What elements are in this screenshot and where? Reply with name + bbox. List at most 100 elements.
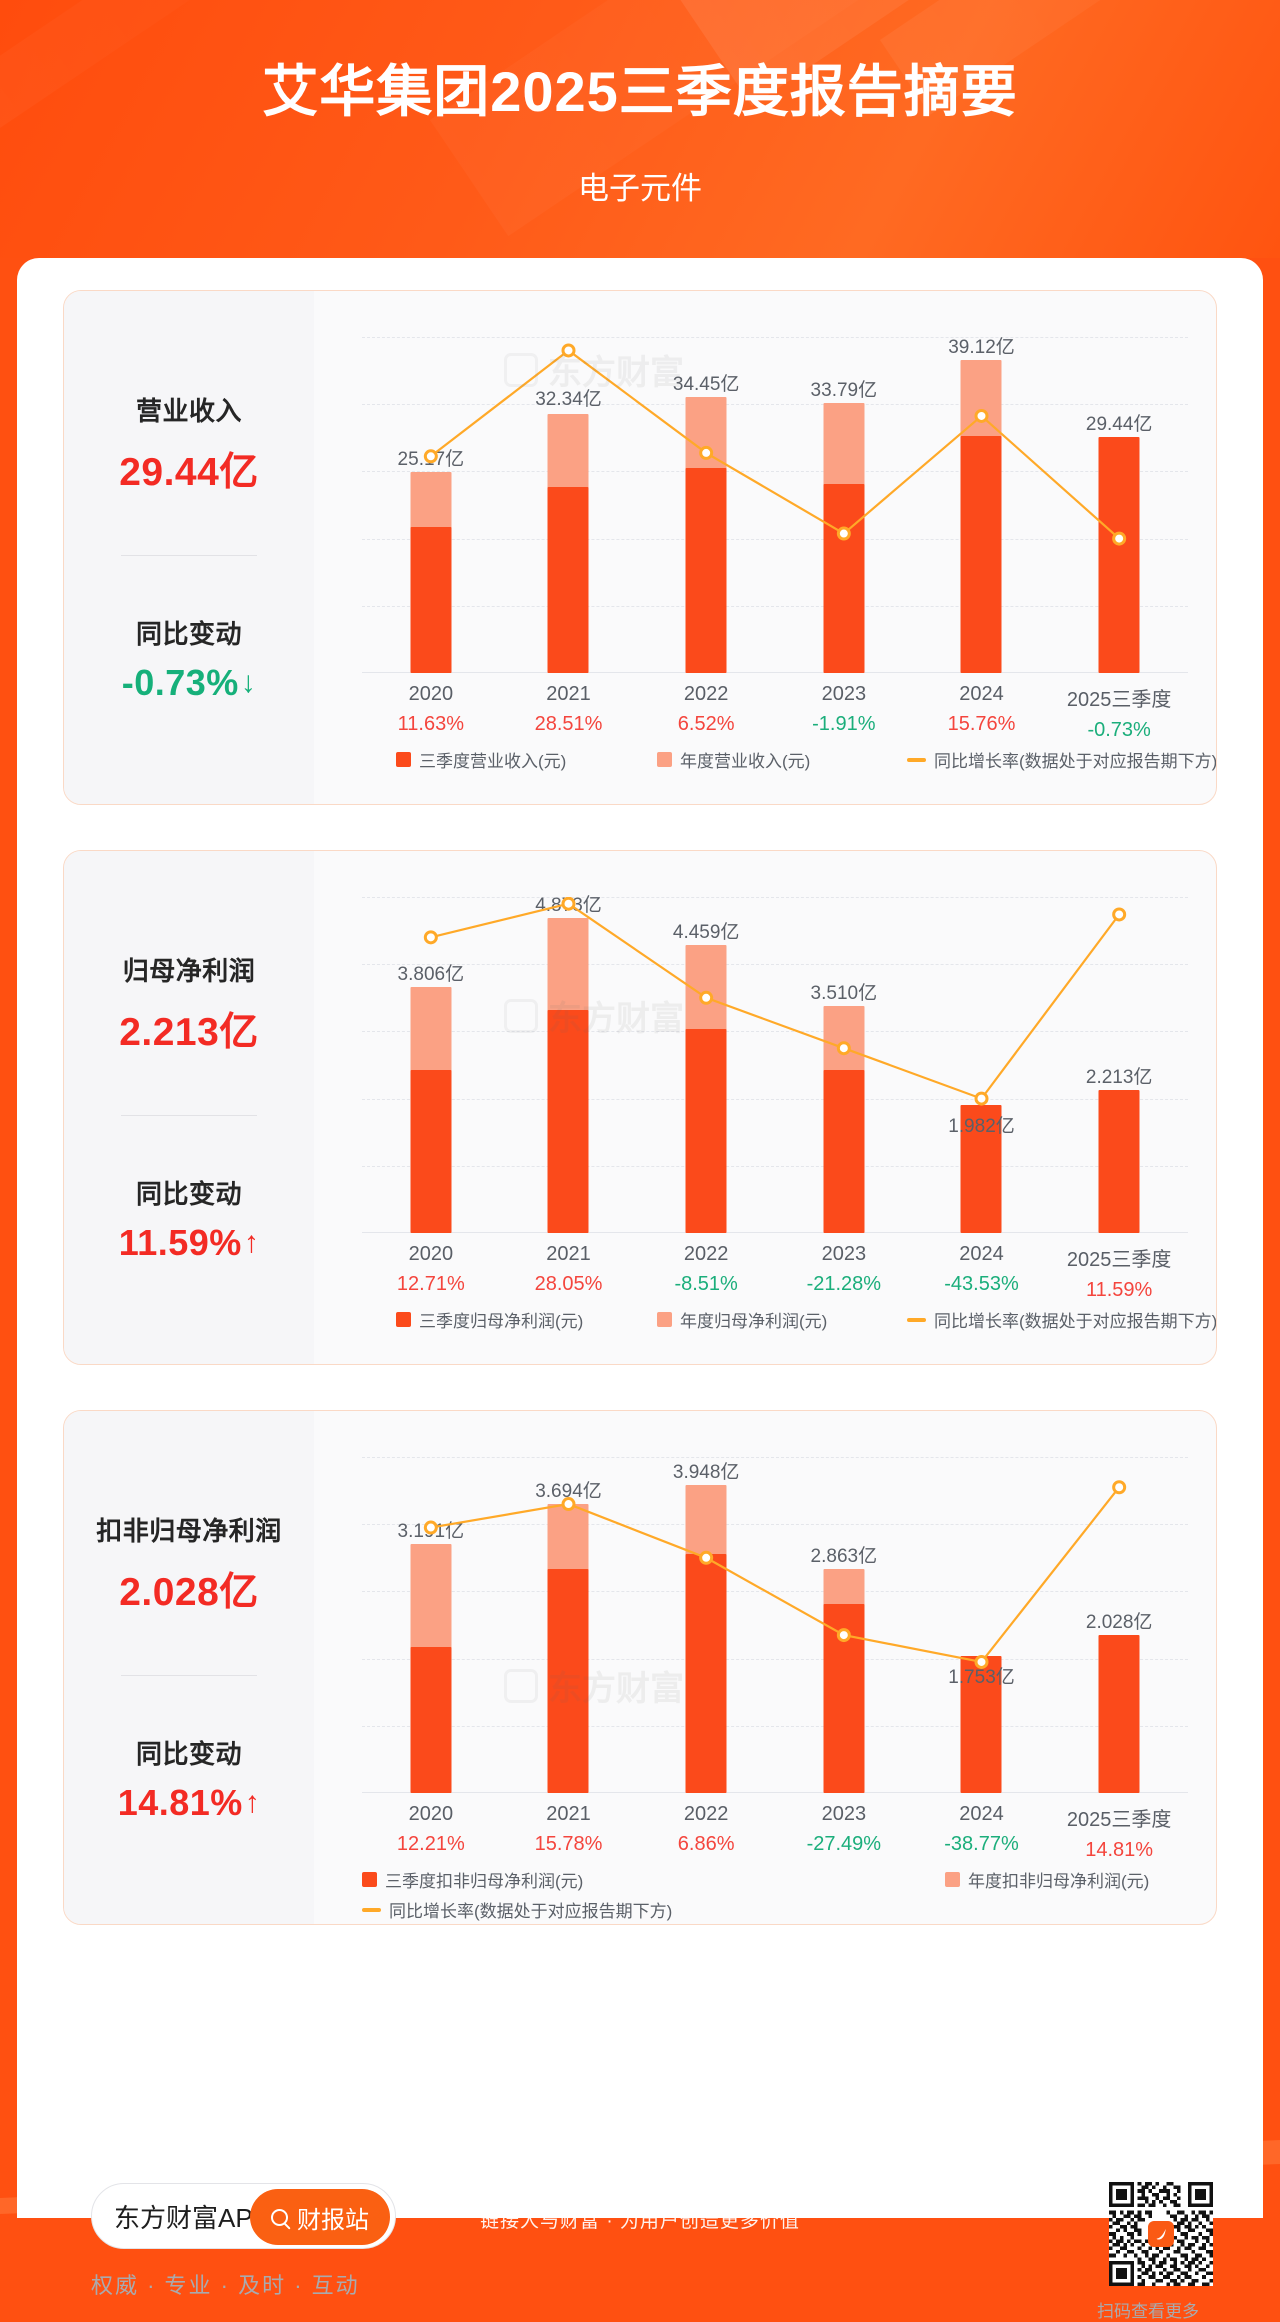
x-axis-tick: 2024 -43.53% [944, 1243, 1019, 1296]
legend-item-annual[interactable]: 年度扣非归母净利润(元) [945, 1867, 1149, 1892]
x-axis-growth-label: -43.53% [944, 1273, 1019, 1295]
x-axis-tick: 2024 -38.77% [944, 1803, 1019, 1856]
bar-slot: 3.948亿 [637, 1457, 775, 1793]
x-axis-tick: 2022 6.86% [678, 1803, 735, 1856]
gridline [362, 1457, 1188, 1458]
x-axis-tick: 2020 12.71% [397, 1243, 465, 1296]
gridline [362, 1591, 1188, 1593]
page-header: 艾华集团2025三季度报告摘要 电子元件 [0, 0, 1280, 258]
x-axis-growth-label: 15.76% [947, 713, 1016, 735]
legend-label-quarterly: 三季度扣非归母净利润(元) [385, 1872, 584, 1891]
qr-caption: 扫码查看更多 [1097, 2302, 1199, 2321]
bar-quarterly [547, 1569, 589, 1793]
bar-quarterly [1098, 437, 1140, 673]
growth-rate-line [430, 349, 1120, 540]
legend-item-annual[interactable]: 年度归母净利润(元) [657, 1307, 827, 1332]
metric-name-label: 归母净利润 [122, 956, 256, 986]
bar-value-label: 3.694亿 [535, 1481, 602, 1503]
legend-item-quarterly[interactable]: 三季度归母净利润(元) [396, 1307, 583, 1332]
bar-quarterly [685, 1028, 727, 1233]
x-axis: 2020 12.21% 2021 15.78% 2022 6.86% 2023 -27.49%… [362, 1803, 1188, 1867]
bar-quarterly [960, 1656, 1002, 1793]
bar-quarterly [410, 1070, 452, 1233]
bar-quarterly [823, 1070, 865, 1233]
bar-slot: 3.191亿 [362, 1457, 500, 1793]
legend-swatch-quarterly-icon [396, 1312, 411, 1327]
summary-divider [121, 1675, 257, 1676]
line-data-point [699, 445, 714, 460]
metric-summary: 归母净利润 2.213亿 同比变动 11.59% ↑ [64, 851, 314, 1364]
legend-label-growth: 同比增长率(数据处于对应报告期下方) [934, 752, 1217, 771]
line-data-point [1112, 531, 1127, 546]
bar-slot: 32.34亿 [500, 337, 638, 673]
legend-item-quarterly[interactable]: 三季度营业收入(元) [396, 747, 566, 772]
bar-slot: 4.873亿 [500, 895, 638, 1233]
bar-slot: 3.806亿 [362, 897, 500, 1233]
metric-name-label: 营业收入 [135, 396, 242, 426]
legend-label-growth: 同比增长率(数据处于对应报告期下方) [389, 1902, 673, 1921]
chart-legend: 三季度扣非归母净利润(元) 年度扣非归母净利润(元) 同比增长率(数据处于对应报告期… [362, 1867, 1202, 1924]
bar-value-label: 3.806亿 [397, 964, 465, 986]
x-axis-growth-label: -8.51% [674, 1273, 738, 1295]
x-axis-tick: 2023 -21.28% [807, 1243, 882, 1296]
bar-quarterly [547, 486, 589, 673]
change-arrow-icon: ↓ [240, 666, 257, 699]
x-axis-year-label: 2024 [959, 1243, 1004, 1265]
legend-item-quarterly[interactable]: 三季度扣非归母净利润(元) [362, 1867, 583, 1892]
chart-area: 东方财富3.806亿4.873亿4.459亿3.510亿1.982亿2.213亿… [314, 851, 1216, 1364]
x-axis-year-label: 2021 [546, 1243, 591, 1265]
growth-rate-line [430, 902, 1121, 1100]
x-axis-year-label: 2024 [959, 1803, 1004, 1825]
bar-quarterly [1098, 1090, 1140, 1233]
page-subtitle: 电子元件 [578, 171, 702, 206]
x-axis-year-label: 2023 [821, 1243, 867, 1265]
legend-item-annual[interactable]: 年度营业收入(元) [657, 747, 810, 772]
report-body-card: 营业收入29.44亿同比变动-0.73%↓东方财富25.17亿32.34亿34.… [17, 258, 1263, 2321]
bar-value-label: 3.948亿 [672, 1461, 740, 1483]
x-axis-growth-label: 12.71% [396, 1273, 465, 1295]
bar-value-label: 39.12亿 [948, 337, 1015, 359]
x-axis-year-label: 2024 [959, 683, 1004, 705]
bar-slot: 3.510亿 [775, 897, 913, 1233]
x-axis-tick: 2023 -1.91% [812, 683, 875, 736]
x-axis-tick: 2020 11.63% [398, 683, 464, 736]
page-title: 艾华集团2025三季度报告摘要 [262, 60, 1018, 123]
x-axis-year-label: 2022 [683, 1803, 729, 1825]
legend-item-growth[interactable]: 同比增长率(数据处于对应报告期下方) [907, 1307, 1216, 1332]
x-axis-year-label: 2021 [546, 683, 591, 705]
gridline [362, 1098, 1188, 1100]
gridline [362, 605, 1188, 607]
x-axis-year-label: 2025三季度 [1066, 1249, 1172, 1271]
bar-group: 3.806亿 4.873亿 4.459亿 3.510亿 1.982亿 2.213亿 [362, 895, 1188, 1233]
x-axis-tick: 2022 -8.51% [674, 1243, 737, 1296]
bar-value-label: 2.863亿 [810, 1546, 878, 1568]
metric-value-label: 29.44亿 [119, 451, 259, 494]
legend-item-growth[interactable]: 同比增长率(数据处于对应报告期下方) [907, 747, 1217, 772]
legend-item-growth[interactable]: 同比增长率(数据处于对应报告期下方) [362, 1897, 672, 1922]
bar-quarterly [960, 1104, 1002, 1233]
x-axis-tick: 2023 -27.49% [807, 1803, 882, 1856]
bar-value-label: 1.982亿 [948, 1115, 1015, 1137]
gridline [362, 404, 1188, 406]
gridline [362, 538, 1188, 540]
change-arrow-icon: ↑ [243, 1226, 260, 1259]
plot-region: 3.806亿 4.873亿 4.459亿 3.510亿 1.982亿 2.213亿 [362, 895, 1188, 1233]
x-axis: 2020 11.63% 2021 28.51% 2022 6.52% 2023 -1.91% 2… [362, 683, 1188, 747]
brand-logo-glyph [1156, 2228, 1166, 2240]
x-axis-tick: 2021 28.05% [535, 1243, 603, 1296]
metric-value-label: 2.028亿 [119, 1571, 259, 1614]
bar-value-label: 2.213亿 [1085, 1067, 1153, 1088]
legend-label-quarterly: 三季度营业收入(元) [419, 752, 567, 771]
bar-quarterly [685, 467, 727, 673]
x-axis-year-label: 2020 [408, 1803, 454, 1825]
line-data-point [974, 408, 989, 423]
x-axis-growth-label: 11.59% [1085, 1279, 1153, 1301]
legend-label-annual: 年度归母净利润(元) [680, 1312, 828, 1331]
bar-value-label: 2.028亿 [1085, 1611, 1153, 1633]
legend-swatch-quarterly-icon [362, 1872, 377, 1887]
line-data-point [974, 1091, 989, 1106]
x-axis-tick: 2025三季度 -0.73% [1067, 683, 1172, 742]
x-axis-year-label: 2025三季度 [1066, 1809, 1172, 1831]
line-data-point [974, 1654, 989, 1669]
